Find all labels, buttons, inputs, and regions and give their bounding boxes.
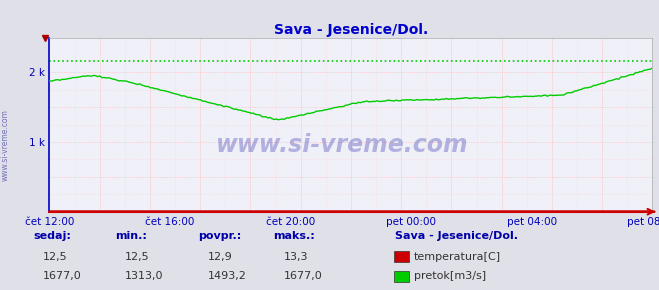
- Title: Sava - Jesenice/Dol.: Sava - Jesenice/Dol.: [273, 23, 428, 37]
- Text: temperatura[C]: temperatura[C]: [414, 252, 501, 262]
- Text: povpr.:: povpr.:: [198, 231, 241, 241]
- Text: 12,5: 12,5: [43, 251, 67, 262]
- Text: 1313,0: 1313,0: [125, 271, 163, 281]
- Text: Sava - Jesenice/Dol.: Sava - Jesenice/Dol.: [395, 231, 519, 241]
- Text: 12,9: 12,9: [208, 251, 233, 262]
- Text: sedaj:: sedaj:: [33, 231, 71, 241]
- Text: 1677,0: 1677,0: [43, 271, 82, 281]
- Text: 1677,0: 1677,0: [283, 271, 322, 281]
- Text: 12,5: 12,5: [125, 251, 150, 262]
- Text: 1493,2: 1493,2: [208, 271, 246, 281]
- Text: min.:: min.:: [115, 231, 147, 241]
- Text: maks.:: maks.:: [273, 231, 315, 241]
- Text: 13,3: 13,3: [283, 251, 308, 262]
- Text: www.si-vreme.com: www.si-vreme.com: [1, 109, 10, 181]
- Text: pretok[m3/s]: pretok[m3/s]: [414, 271, 486, 281]
- Text: www.si-vreme.com: www.si-vreme.com: [216, 133, 469, 157]
